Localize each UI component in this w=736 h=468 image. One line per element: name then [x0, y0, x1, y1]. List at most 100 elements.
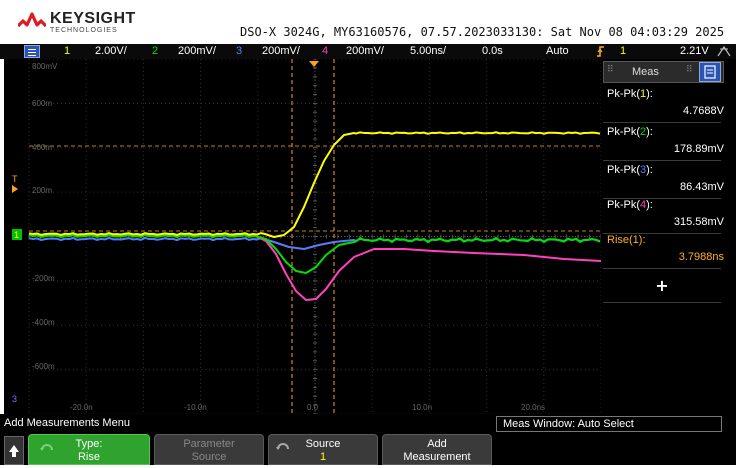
softkey-add-label: Add — [427, 438, 447, 450]
measurement-label[interactable]: Pk-Pk(2): — [607, 126, 653, 138]
drag-handle-icon[interactable]: ⠿ — [607, 65, 614, 75]
ch2-number[interactable]: 2 — [152, 45, 159, 57]
zoom-fit-icon[interactable] — [716, 45, 732, 58]
measurement-header[interactable] — [603, 61, 724, 83]
measurement-value: 178.89mV — [673, 143, 724, 155]
measurement-title: Meas — [632, 66, 659, 78]
brand-name: KEYSIGHT — [50, 10, 136, 27]
entry-knob-icon — [276, 443, 289, 450]
measurement-label[interactable]: Pk-Pk(4): — [607, 199, 653, 211]
softkey-type[interactable]: Type: Rise — [28, 434, 150, 465]
divider — [603, 198, 721, 199]
ch1-number[interactable]: 1 — [64, 45, 71, 57]
ch3-number[interactable]: 3 — [236, 45, 243, 57]
softkey-parameter-value: Source — [191, 451, 227, 463]
keysight-logo-icon — [18, 12, 46, 28]
ch-ground-marker-icon — [12, 229, 22, 240]
softkey-parameter-label: Parameter — [183, 438, 235, 450]
measurement-channel: 4 — [640, 199, 647, 211]
softkey-source-value: 1 — [319, 451, 327, 463]
measurement-panel — [601, 59, 736, 414]
softkey-source[interactable]: Source 1 — [268, 434, 378, 465]
measurement-channel: 1 — [640, 88, 647, 100]
measurement-label-close: ): — [638, 234, 646, 246]
ch4-scale[interactable]: 200mV/ — [346, 45, 384, 57]
trigger-mode[interactable]: Auto — [546, 45, 569, 57]
ch1-scale[interactable]: 2.00V/ — [95, 45, 127, 57]
softkey-add-measurement[interactable]: Add Measurement — [382, 434, 492, 465]
trigger-level-marker: T — [12, 174, 18, 184]
y-axis-label: -200m — [32, 274, 55, 283]
measurement-type: Pk-Pk( — [607, 199, 640, 211]
ch3-scale[interactable]: 200mV/ — [262, 45, 300, 57]
trigger-channel[interactable]: 1 — [620, 45, 627, 57]
ch3-ref-marker: 3 — [12, 394, 17, 404]
y-axis-label: -400m — [32, 318, 55, 327]
x-axis-label: 0.0 — [307, 403, 319, 412]
measurement-value: 4.7688V — [683, 105, 724, 117]
measurement-channel: 1 — [632, 234, 639, 246]
measurement-type: Pk-Pk( — [607, 126, 640, 138]
y-axis-label: 600m — [32, 99, 52, 108]
softkey-type-label: Type: — [75, 438, 103, 450]
y-axis-label: -600m — [32, 362, 55, 371]
time-delay[interactable]: 0.0s — [482, 45, 503, 57]
x-axis-label: -10.0n — [184, 403, 207, 412]
measurement-label[interactable]: Pk-Pk(3): — [607, 164, 653, 176]
divider — [603, 302, 721, 303]
measurement-channel: 3 — [640, 164, 647, 176]
softkey-add-value: Measurement — [403, 451, 471, 463]
waveform-display[interactable]: 800mV 600m 400m 200m -200m -400m -600m -20.0n -1… — [4, 59, 601, 414]
drag-handle-icon[interactable]: ⠿ — [686, 65, 693, 75]
measurement-label-close: ): — [646, 126, 653, 138]
ch2-scale[interactable]: 200mV/ — [178, 45, 216, 57]
measurement-type: Pk-Pk( — [607, 164, 640, 176]
measurement-value: 315.58mV — [673, 216, 724, 228]
main-menu-button[interactable] — [24, 45, 40, 58]
waveform-traces — [28, 59, 601, 414]
menu-title: Add Measurements Menu — [4, 417, 130, 429]
brand-subtitle: TECHNOLOGIES — [50, 27, 118, 34]
add-measurement-button[interactable]: + — [603, 272, 721, 300]
y-axis-label: 800mV — [32, 62, 58, 71]
measurement-type: Rise( — [607, 234, 633, 246]
ch1-ground-marker: 1 — [14, 230, 19, 240]
x-axis-label: 10.0n — [412, 403, 432, 412]
divider — [603, 122, 721, 123]
meas-window-status[interactable]: Meas Window: Auto Select — [496, 416, 722, 432]
measurement-label-close: ): — [646, 88, 653, 100]
menu-label-bar — [0, 414, 736, 433]
measurement-label[interactable]: Pk-Pk(1): — [607, 88, 653, 100]
trigger-edge-icon — [597, 46, 604, 57]
softkey-type-value: Rise — [77, 451, 100, 463]
softkey-source-label: Source — [305, 438, 341, 450]
timebase-scale[interactable]: 5.00ns/ — [410, 45, 447, 57]
x-axis-label: -20.0n — [70, 403, 93, 412]
measurement-type: Pk-Pk( — [607, 88, 640, 100]
ch4-number[interactable]: 4 — [322, 45, 329, 57]
measurement-list-icon[interactable] — [699, 62, 721, 82]
measurement-value: 86.43mV — [679, 181, 724, 193]
x-axis-label: 20.0ns — [521, 403, 545, 412]
y-axis-label: 200m — [32, 186, 52, 195]
add-icon[interactable]: + — [655, 276, 669, 295]
trigger-level-icon — [12, 185, 18, 193]
measurement-label[interactable]: Rise(1): — [607, 234, 646, 246]
status-bar: 1 2.00V/ 2 200mV/ 3 200mV/ 4 200mV/ 5.00… — [0, 44, 736, 59]
waveform-plot[interactable]: 800mV 600m 400m 200m -200m -400m -600m -20.0n -1… — [4, 59, 601, 414]
entry-knob-icon — [40, 444, 53, 451]
ch1-trace — [28, 131, 601, 238]
graticule-labels: 800mV 600m 400m 200m -200m -400m -600m -20.0n -1… — [12, 62, 545, 412]
ch2-trace — [28, 233, 601, 274]
measurement-value: 3.7988ns — [678, 251, 724, 263]
divider — [603, 233, 721, 234]
back-button[interactable] — [4, 436, 24, 465]
trigger-level[interactable]: 2.21V — [680, 45, 709, 57]
trigger-position-icon — [309, 61, 319, 67]
measurement-channel: 2 — [640, 126, 647, 138]
divider — [603, 160, 721, 161]
divider — [603, 268, 721, 269]
softkey-parameter-source[interactable]: Parameter Source — [154, 434, 264, 465]
measurement-label-close: ): — [646, 199, 653, 211]
instrument-info: DSO-X 3024G, MY63160576, 07.57.202303313… — [240, 25, 725, 39]
